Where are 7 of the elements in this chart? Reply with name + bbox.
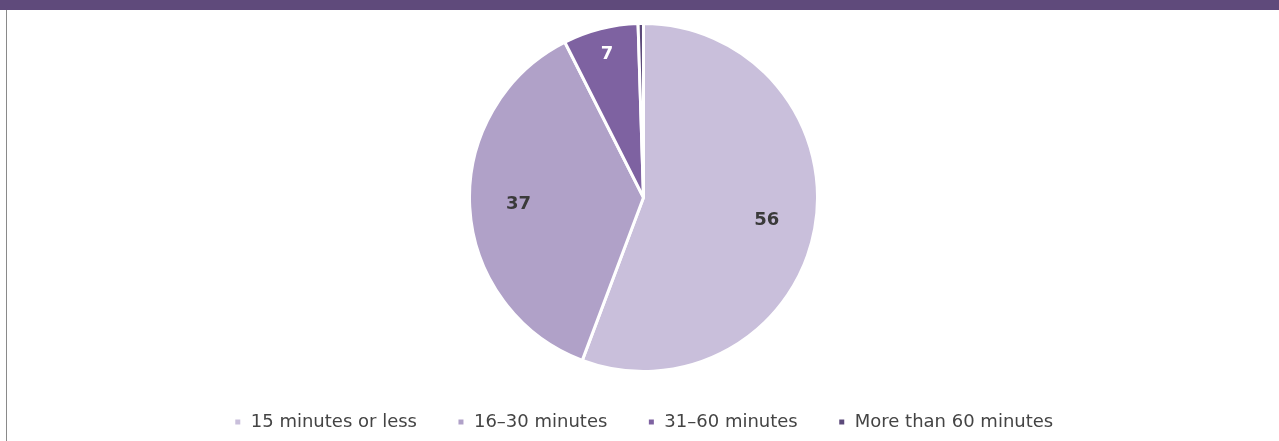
data-label: 7 <box>600 41 614 63</box>
legend-label: More than 60 minutes <box>854 409 1054 431</box>
data-label: 37 <box>505 192 531 214</box>
legend-label: 16–30 minutes <box>473 409 608 431</box>
data-label: 56 <box>754 207 780 229</box>
legend-label: 31–60 minutes <box>664 409 798 431</box>
legend-label: 15 minutes or less <box>250 409 417 431</box>
